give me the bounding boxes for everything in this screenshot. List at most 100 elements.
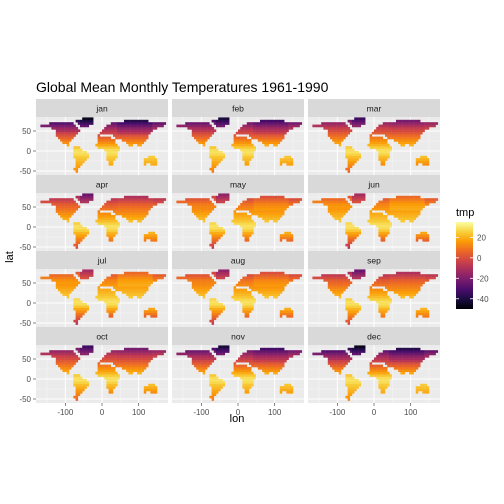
- heatmap-cell: [244, 215, 248, 218]
- heatmap-cell: [242, 303, 245, 306]
- heatmap-cell: [137, 212, 140, 216]
- heatmap-cell: [143, 234, 147, 237]
- heatmap-cell: [113, 222, 116, 225]
- heatmap-cell: [73, 395, 76, 399]
- heatmap-cell: [404, 207, 408, 211]
- heatmap-cell: [264, 286, 267, 289]
- heatmap-cell: [75, 281, 79, 285]
- heatmap-cell: [218, 310, 221, 313]
- heatmap-cell: [86, 229, 90, 233]
- heatmap-cell: [264, 362, 267, 365]
- heatmap-cell: [332, 139, 335, 142]
- heatmap-cell: [200, 212, 204, 216]
- heatmap-cell: [143, 205, 147, 209]
- heatmap-cell: [347, 315, 351, 318]
- heatmap-cell: [354, 117, 357, 121]
- heatmap-cell: [284, 355, 287, 358]
- heatmap-cell: [268, 352, 272, 356]
- heatmap-cell: [393, 279, 397, 282]
- heatmap-cell: [238, 141, 241, 145]
- heatmap-cell: [75, 119, 79, 123]
- heatmap-cell: [209, 395, 212, 399]
- heatmap-cell: [128, 350, 131, 353]
- heatmap-cell: [402, 122, 406, 125]
- heatmap-cell: [183, 276, 186, 280]
- heatmap-cell: [277, 129, 281, 133]
- heatmap-cell: [418, 274, 421, 277]
- heatmap-cell: [268, 200, 272, 204]
- heatmap-cell: [279, 271, 283, 275]
- heatmap-cell: [251, 127, 254, 130]
- heatmap-cell: [97, 134, 101, 137]
- heatmap-cell: [354, 236, 357, 240]
- heatmap-cell: [137, 288, 140, 292]
- heatmap-cell: [152, 231, 156, 235]
- heatmap-cell: [106, 359, 109, 363]
- heatmap-cell: [69, 279, 72, 282]
- heatmap-cell: [82, 119, 85, 123]
- heatmap-cell: [86, 381, 90, 385]
- heatmap-cell: [404, 281, 408, 285]
- heatmap-cell: [60, 350, 63, 353]
- heatmap-cell: [273, 295, 276, 299]
- heatmap-cell: [218, 383, 221, 387]
- heatmap-cell: [349, 165, 353, 169]
- heatmap-cell: [268, 203, 272, 206]
- heatmap-cell: [400, 119, 403, 123]
- heatmap-cell: [376, 143, 379, 147]
- heatmap-cell: [64, 210, 68, 213]
- heatmap-cell: [66, 359, 70, 363]
- heatmap-cell: [264, 347, 267, 351]
- heatmap-cell: [71, 200, 74, 204]
- heatmap-cell: [332, 198, 335, 201]
- heatmap-cell: [334, 198, 337, 201]
- heatmap-cell: [404, 129, 408, 133]
- heatmap-cell: [246, 352, 250, 356]
- heatmap-cell: [117, 148, 120, 152]
- heatmap-cell: [360, 119, 364, 123]
- heatmap-cell: [382, 222, 386, 225]
- heatmap-cell: [135, 127, 138, 130]
- heatmap-cell: [202, 200, 206, 204]
- heatmap-cell: [205, 276, 208, 280]
- heatmap-cell: [51, 127, 54, 130]
- heatmap-cell: [121, 362, 125, 365]
- y-tick-label: 0: [27, 299, 32, 308]
- heatmap-cell: [389, 124, 392, 128]
- heatmap-cell: [380, 141, 384, 145]
- heatmap-cell: [332, 200, 335, 204]
- heatmap-cell: [66, 131, 70, 135]
- heatmap-cell: [284, 129, 287, 133]
- heatmap-cell: [260, 212, 263, 216]
- heatmap-cell: [121, 276, 125, 280]
- heatmap-cell: [102, 283, 105, 287]
- heatmap-cell: [141, 129, 145, 133]
- heatmap-cell: [349, 307, 353, 311]
- heatmap-cell: [260, 122, 263, 125]
- heatmap-cell: [334, 283, 337, 287]
- heatmap-cell: [191, 362, 195, 365]
- heatmap-cell: [415, 139, 419, 142]
- heatmap-cell: [238, 143, 241, 147]
- heatmap-cell: [152, 122, 156, 125]
- heatmap-cell: [143, 286, 147, 289]
- heatmap-cell: [141, 359, 145, 363]
- heatmap-cell: [152, 198, 156, 201]
- heatmap-cell: [110, 367, 114, 370]
- heatmap-cell: [354, 160, 357, 164]
- heatmap-cell: [271, 288, 274, 292]
- heatmap-cell: [205, 122, 208, 125]
- heatmap-cell: [415, 315, 419, 318]
- heatmap-cell: [385, 139, 388, 142]
- heatmap-cell: [126, 367, 129, 370]
- heatmap-cell: [249, 229, 252, 233]
- heatmap-cell: [398, 141, 401, 145]
- heatmap-cell: [110, 352, 114, 356]
- heatmap-cell: [387, 305, 390, 309]
- heatmap-cell: [396, 286, 399, 289]
- heatmap-cell: [279, 195, 283, 199]
- heatmap-cell: [407, 122, 410, 125]
- heatmap-cell: [66, 357, 70, 361]
- heatmap-cell: [251, 203, 254, 206]
- heatmap-cell: [209, 355, 212, 358]
